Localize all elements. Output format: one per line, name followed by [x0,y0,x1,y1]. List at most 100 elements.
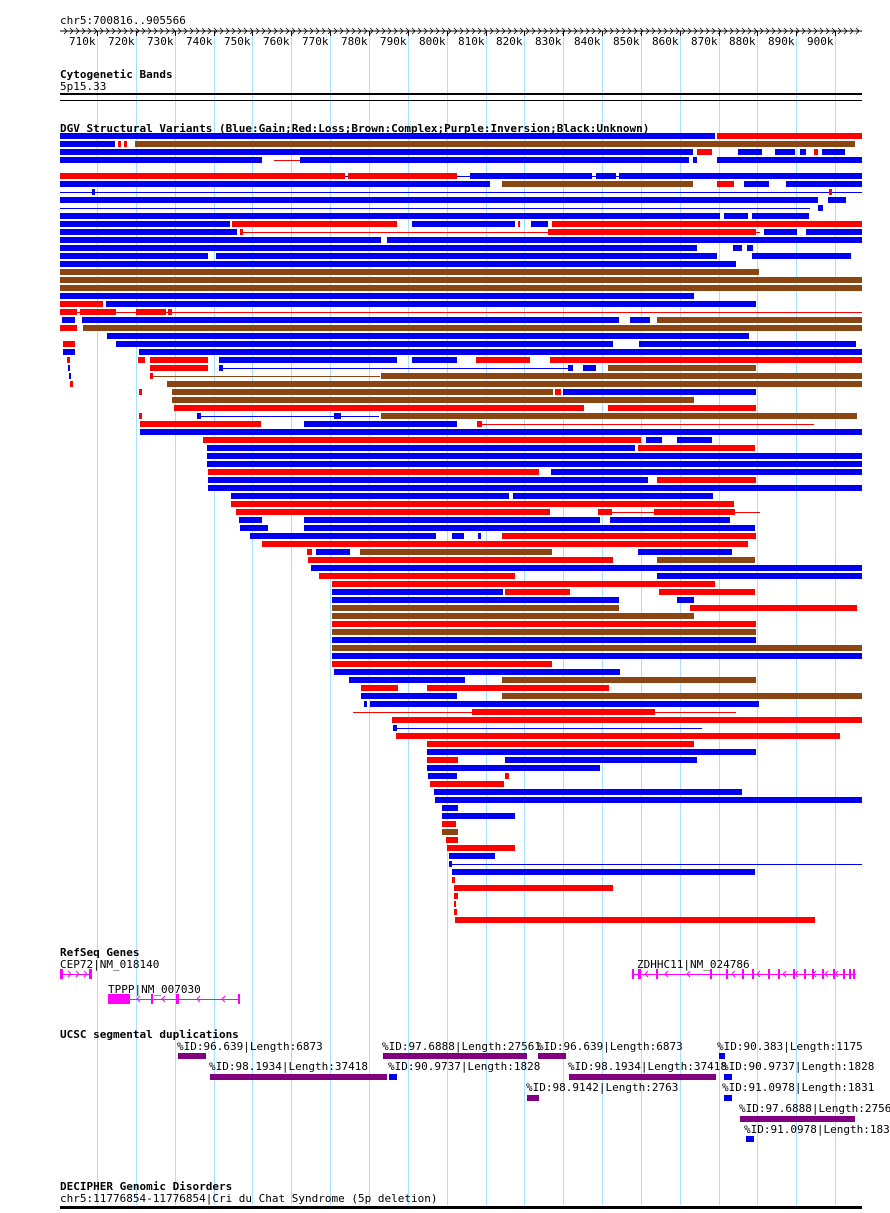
segdup-feature[interactable] [383,1053,527,1059]
variant-feature[interactable] [454,901,456,907]
variant-feature[interactable] [232,221,397,227]
decipher-feature[interactable] [60,1206,862,1209]
variant-feature[interactable] [60,253,208,259]
variant-feature[interactable] [435,797,862,803]
variant-feature[interactable] [360,549,552,555]
variant-feature[interactable] [150,357,208,363]
variant-feature[interactable] [550,357,862,363]
segdup-features[interactable] [178,1053,855,1142]
variant-feature[interactable] [60,213,720,219]
variant-feature[interactable] [548,229,756,235]
variant-feature[interactable] [442,813,515,819]
variant-feature[interactable] [82,317,619,323]
gene-exon[interactable] [778,969,780,979]
variant-feature[interactable] [427,685,609,691]
variant-feature[interactable] [800,149,806,155]
variant-feature[interactable] [449,861,452,867]
variant-feature[interactable] [172,389,553,395]
variant-feature[interactable] [239,517,262,523]
variant-feature[interactable] [208,469,539,475]
variant-feature[interactable] [392,717,862,723]
variant-feature[interactable] [80,309,116,315]
variant-feature[interactable] [135,141,855,147]
variant-feature[interactable] [60,285,862,291]
variant-feature[interactable] [83,325,862,331]
cytoband-bar[interactable] [60,93,862,95]
variant-feature[interactable] [60,245,697,251]
variant-feature[interactable] [316,549,350,555]
gene-exon[interactable] [804,969,806,979]
variant-feature[interactable] [630,317,650,323]
variant-feature[interactable] [332,661,552,667]
variant-feature[interactable] [68,365,70,371]
variant-feature[interactable] [442,829,458,835]
variant-feature[interactable] [231,501,456,507]
variant-feature[interactable] [332,645,862,651]
variant-feature[interactable] [332,629,756,635]
variant-feature[interactable] [382,565,862,571]
variant-feature[interactable] [598,509,612,515]
variant-feature[interactable] [427,749,756,755]
variant-feature[interactable] [139,349,862,355]
variant-feature[interactable] [304,421,457,427]
variant-feature[interactable] [775,149,795,155]
variant-feature[interactable] [319,573,515,579]
segdup-feature[interactable] [178,1053,206,1059]
variant-feature[interactable] [818,205,823,211]
variant-feature[interactable] [60,173,345,179]
variant-feature[interactable] [434,789,742,795]
variant-feature[interactable] [657,573,862,579]
variant-feature[interactable] [62,317,75,323]
variant-feature[interactable] [563,389,756,395]
variant-feature[interactable] [332,581,715,587]
variant-feature[interactable] [231,493,509,499]
variant-feature[interactable] [140,421,261,427]
variant-feature[interactable] [334,669,620,675]
variant-feature[interactable] [307,549,312,555]
variant-feature[interactable] [332,613,694,619]
segdup-feature[interactable] [746,1136,754,1142]
variant-feature[interactable] [442,805,458,811]
variant-feature[interactable] [208,485,862,491]
segdup-feature[interactable] [389,1074,397,1080]
variant-feature[interactable] [829,189,832,195]
variant-feature[interactable] [531,221,548,227]
variant-feature[interactable] [334,413,341,419]
variant-feature[interactable] [646,437,662,443]
segdup-feature[interactable] [527,1095,539,1101]
variant-feature[interactable] [454,909,457,915]
segdup-feature[interactable] [719,1053,725,1059]
variant-feature[interactable] [518,221,520,227]
variant-feature[interactable] [138,357,145,363]
segdup-feature[interactable] [569,1074,716,1080]
variant-feature[interactable] [387,237,862,243]
segdup-track[interactable]: UCSC segmental duplications %ID:96.639|L… [60,1028,890,1142]
segdup-feature[interactable] [724,1074,732,1080]
decipher-track[interactable]: DECIPHER Genomic Disorders chr5:11776854… [60,1180,862,1209]
variant-feature[interactable] [67,357,70,363]
segdup-feature[interactable] [724,1095,732,1101]
variant-feature[interactable] [717,133,862,139]
variant-feature[interactable] [107,333,749,339]
dgv-track[interactable]: DGV Structural Variants (Blue:Gain;Red:L… [60,122,862,923]
gene-exon[interactable] [60,969,63,979]
variant-feature[interactable] [677,597,694,603]
variant-feature[interactable] [786,181,862,187]
variant-feature[interactable] [308,557,613,563]
variant-feature[interactable] [63,341,75,347]
variant-feature[interactable] [478,533,481,539]
gene-exon[interactable] [822,969,824,979]
variant-feature[interactable] [219,357,397,363]
variant-feature[interactable] [455,917,815,923]
variant-feature[interactable] [470,173,592,179]
variant-feature[interactable] [370,701,759,707]
variant-feature[interactable] [806,229,862,235]
variant-feature[interactable] [638,445,755,451]
variant-feature[interactable] [428,773,457,779]
variant-feature[interactable] [472,709,655,715]
variant-feature[interactable] [659,589,755,595]
variant-feature[interactable] [608,405,756,411]
variant-feature[interactable] [446,837,458,843]
variant-feature[interactable] [240,229,243,235]
variant-feature[interactable] [207,453,862,459]
